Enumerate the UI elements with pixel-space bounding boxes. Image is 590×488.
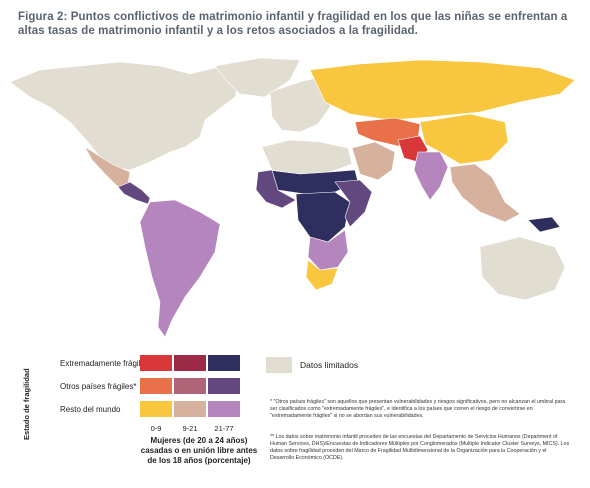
region-south-africa bbox=[305, 259, 339, 291]
legend-row-rest-of-world: Resto del mundo bbox=[60, 405, 121, 414]
region-australia bbox=[479, 236, 566, 301]
region-north-africa bbox=[261, 139, 353, 175]
region-china bbox=[419, 113, 509, 165]
legend-swatch-r0-c1 bbox=[174, 355, 206, 371]
legend-row-extremely-fragile: Extremadamente frágil bbox=[60, 359, 141, 368]
limited-data-swatch bbox=[266, 357, 292, 373]
legend-row-other-fragile: Otros países frágiles* bbox=[60, 382, 137, 391]
region-southern-africa bbox=[307, 229, 349, 271]
limited-data-label: Datos limitados bbox=[300, 360, 359, 370]
region-southeast-asia bbox=[449, 163, 521, 223]
region-north-america bbox=[9, 61, 241, 171]
region-west-africa bbox=[255, 169, 297, 209]
region-europe bbox=[269, 76, 336, 133]
legend-swatch-r1-c1 bbox=[174, 378, 206, 394]
legend-col-9-21: 9-21 bbox=[182, 424, 198, 433]
legend-x-title: Mujeres (de 20 a 24 años) casadas o en u… bbox=[140, 436, 258, 465]
legend-swatch-r2-c1 bbox=[174, 401, 206, 417]
legend-swatch-r2-c0 bbox=[140, 401, 172, 417]
world-map bbox=[9, 57, 576, 338]
figure-title: Figura 2: Puntos conflictivos de matrimo… bbox=[18, 11, 568, 37]
region-russia bbox=[309, 59, 576, 121]
legend-swatch-r1-c2 bbox=[208, 378, 240, 394]
region-greenland bbox=[214, 57, 301, 98]
footnote-1: * "Otros países frágiles" son aquellos q… bbox=[270, 399, 566, 419]
region-east-africa bbox=[334, 179, 373, 228]
region-central-america bbox=[117, 181, 151, 205]
region-papua bbox=[527, 216, 561, 233]
legend-y-title: Estado de fragilidad bbox=[22, 368, 31, 440]
footnote-2: ** Los datos sobre matrimonio infantil p… bbox=[270, 434, 570, 461]
legend-swatch-r1-c0 bbox=[140, 378, 172, 394]
region-middle-east bbox=[351, 141, 396, 181]
legend-swatch-r2-c2 bbox=[208, 401, 240, 417]
region-south-america bbox=[139, 199, 221, 338]
legend-col-0-9: 0-9 bbox=[150, 424, 162, 433]
region-central-africa bbox=[295, 191, 351, 243]
region-south-asia bbox=[413, 151, 449, 201]
legend-swatch-r0-c2 bbox=[208, 355, 240, 371]
legend-col-21-77: 21-77 bbox=[214, 424, 234, 433]
legend-swatch-r0-c0 bbox=[140, 355, 172, 371]
